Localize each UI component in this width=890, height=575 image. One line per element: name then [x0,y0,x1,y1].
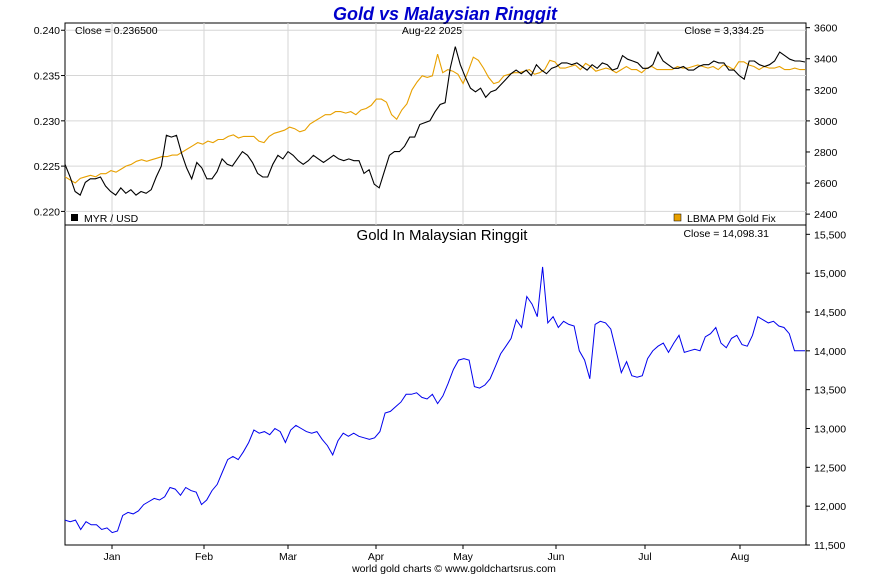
top-panel-frame [64,22,807,226]
close-left-label: Close = 0.236500 [75,25,158,37]
y-bottom-tick-label: 13,000 [814,423,846,435]
series-line-gold [64,53,805,184]
y-right-tick-label: 3000 [814,116,838,128]
x-tick-label: Feb [195,551,213,563]
x-axis: Jan Feb Mar Apr May Jun Jul Aug [104,545,750,563]
chart-title: Gold vs Malaysian Ringgit [333,4,558,24]
x-tick-label: Jul [638,551,651,563]
bottom-panel-frame [64,224,807,546]
x-tick-label: Jan [104,551,121,563]
y-bottom-tick-label: 11,500 [814,540,845,552]
y-left-tick-label: 0.225 [34,161,60,173]
y-right-tick-label: 2600 [814,178,838,190]
y-bottom-tick-label: 15,000 [814,268,846,280]
x-tick-label: Jun [548,551,565,563]
y-left-tick-label: 0.220 [34,206,60,218]
bottom-close-label: Close = 14,098.31 [683,228,769,240]
series-line-myr [64,46,806,196]
y-bottom-tick-label: 14,500 [814,307,846,319]
y-right-tick-label: 3600 [814,23,838,35]
legend-label-myr: MYR / USD [84,213,139,225]
legend-label-gold: LBMA PM Gold Fix [687,213,776,225]
bottom-right-axis: 11,500 12,000 12,500 13,000 13,500 14,000 14,5… [806,229,846,552]
bottom-panel-title: Gold In Malaysian Ringgit [357,227,529,244]
close-right-label: Close = 3,334.25 [684,25,764,37]
x-tick-label: May [453,551,474,563]
y-right-tick-label: 2400 [814,209,838,221]
x-tick-label: Apr [368,551,385,563]
top-panel-series [64,46,806,196]
x-tick-label: Mar [279,551,298,563]
series-line-gold-myr [64,266,805,534]
y-bottom-tick-label: 14,000 [814,346,846,358]
y-bottom-tick-label: 12,500 [814,462,846,474]
y-right-tick-label: 3400 [814,54,838,66]
legend-swatch-myr [71,214,78,221]
top-panel-grid [65,23,806,225]
legend-swatch-gold [673,213,682,222]
y-bottom-tick-label: 12,000 [814,501,846,513]
footer-credit: world gold charts © www.goldchartsrus.co… [351,563,556,575]
y-bottom-tick-label: 15,500 [814,229,846,241]
y-right-tick-label: 3200 [814,85,838,97]
y-left-tick-label: 0.230 [34,116,60,128]
top-right-axis: 2400 2600 2800 3000 3200 3400 3600 [806,23,838,221]
y-left-tick-label: 0.235 [34,71,60,83]
top-left-axis: 0.220 0.225 0.230 0.235 0.240 [34,25,65,218]
x-tick-label: Aug [731,551,750,563]
y-bottom-tick-label: 13,500 [814,385,846,397]
y-left-tick-label: 0.240 [34,25,60,37]
bottom-panel-series [64,266,805,534]
date-label: Aug-22 2025 [402,25,462,37]
y-right-tick-label: 2800 [814,147,838,159]
